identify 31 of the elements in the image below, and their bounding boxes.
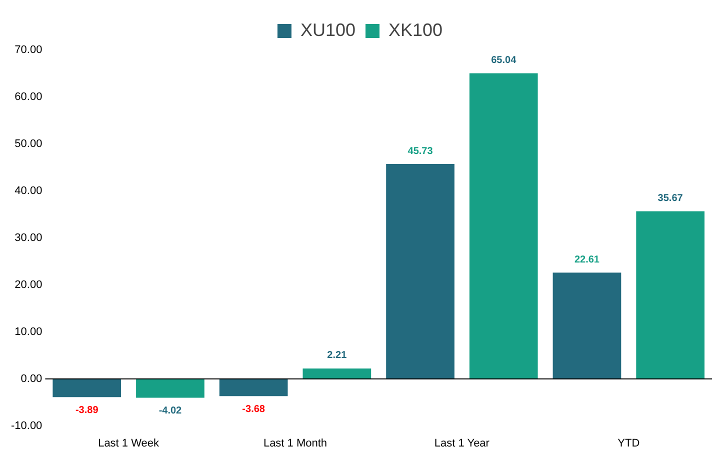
x-tick-label: Last 1 Week bbox=[98, 437, 160, 450]
data-label: -3.89 bbox=[75, 404, 99, 416]
bar bbox=[636, 211, 704, 379]
y-tick-label: 20.00 bbox=[14, 278, 42, 291]
y-tick-label: 70.00 bbox=[14, 44, 42, 56]
data-label: 2.21 bbox=[327, 350, 348, 362]
x-tick-label: YTD bbox=[618, 437, 640, 450]
data-label: 45.73 bbox=[408, 146, 434, 157]
bar bbox=[552, 272, 622, 379]
y-tick-label: -10.00 bbox=[10, 420, 42, 432]
x-tick-label: Last 1 Month bbox=[263, 437, 328, 450]
y-tick-label: 60.00 bbox=[14, 91, 42, 104]
data-label: -3.68 bbox=[242, 404, 266, 415]
y-tick-label: 10.00 bbox=[14, 326, 42, 338]
x-tick-label: Last 1 Year bbox=[434, 437, 490, 450]
bar bbox=[386, 164, 454, 379]
data-label: -4.02 bbox=[158, 405, 182, 416]
y-tick-label: 30.00 bbox=[14, 232, 42, 244]
legend-label: XU100 bbox=[300, 20, 356, 40]
data-label: 65.04 bbox=[491, 55, 517, 66]
y-tick-label: 0.00 bbox=[20, 372, 42, 385]
data-label: 35.67 bbox=[658, 193, 684, 204]
bar bbox=[52, 378, 122, 398]
bar bbox=[469, 73, 538, 379]
y-tick-label: 40.00 bbox=[14, 184, 42, 197]
legend-label: XK100 bbox=[388, 20, 443, 40]
data-label: 22.61 bbox=[574, 254, 600, 266]
bar bbox=[136, 378, 204, 398]
y-tick-label: 50.00 bbox=[14, 138, 42, 150]
bar bbox=[302, 368, 372, 379]
bar bbox=[219, 378, 288, 396]
